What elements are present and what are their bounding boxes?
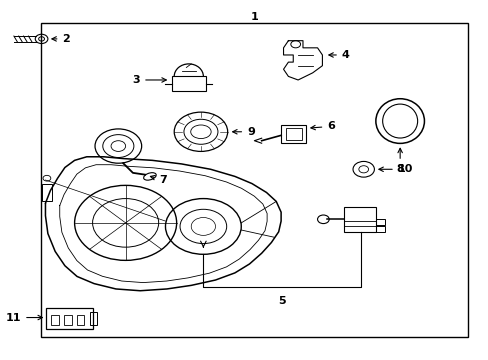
Bar <box>42 184 52 202</box>
Text: 8: 8 <box>395 148 403 174</box>
Bar <box>281 125 306 143</box>
Text: 7: 7 <box>150 175 167 185</box>
Bar <box>171 76 205 91</box>
Text: 11: 11 <box>6 312 42 323</box>
Bar <box>46 308 93 329</box>
Text: 10: 10 <box>378 164 412 174</box>
Bar <box>41 23 467 337</box>
Bar <box>64 315 72 325</box>
Bar <box>344 207 375 232</box>
Bar <box>90 312 97 325</box>
Text: 6: 6 <box>310 121 334 131</box>
Text: 3: 3 <box>132 75 166 85</box>
Bar <box>375 226 384 232</box>
Text: 9: 9 <box>232 127 254 137</box>
Text: 5: 5 <box>278 296 285 306</box>
Bar <box>285 128 301 140</box>
Text: 4: 4 <box>328 50 349 60</box>
Text: 2: 2 <box>52 34 70 44</box>
Bar <box>51 315 59 325</box>
Bar <box>375 219 384 225</box>
Text: 1: 1 <box>250 13 258 22</box>
Bar <box>77 315 84 325</box>
